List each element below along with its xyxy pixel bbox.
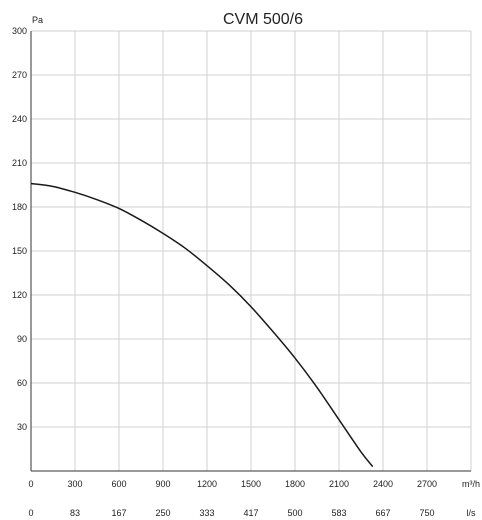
chart-title: CVM 500/6 [223,11,303,28]
axes [30,31,471,472]
y-tick-label: 60 [17,378,27,388]
y-tick-label: 120 [12,290,27,300]
x-tick-label: 600 [111,479,126,489]
x2-axis-label: l/s [467,508,477,518]
x-tick-label: 0 [28,479,33,489]
x-tick-label: 2400 [373,479,393,489]
x-tick-label: 1200 [197,479,217,489]
x-tick-label: 900 [155,479,170,489]
y-tick-label: 150 [12,246,27,256]
grid [31,30,472,471]
x-tick-label: 300 [67,479,82,489]
x2-tick-label: 0 [28,508,33,518]
x2-tick-label: 417 [243,508,258,518]
x2-tick-label: 583 [331,508,346,518]
x-tick-label: 1800 [285,479,305,489]
series [30,182,374,468]
x2-tick-label: 83 [70,508,80,518]
x2-tick-label: 500 [287,508,302,518]
x2-tick-label: 750 [419,508,434,518]
x2-tick-label: 250 [155,508,170,518]
x2-tick-label: 167 [111,508,126,518]
y-tick-label: 30 [17,422,27,432]
tick-labels: 30 60 90 120 150 180 210 240 270 300 0 0 300 83 600 167… [12,26,437,518]
y-tick-label: 300 [12,26,27,36]
y-axis-label: Pa [32,15,43,25]
y-tick-label: 240 [12,114,27,124]
x2-tick-label: 333 [199,508,214,518]
y-tick-label: 180 [12,202,27,212]
y-tick-label: 210 [12,158,27,168]
fan-curve-line [30,182,374,468]
y-tick-label: 270 [12,70,27,80]
x2-tick-label: 667 [375,508,390,518]
y-tick-label: 90 [17,334,27,344]
x-tick-label: 2700 [417,479,437,489]
x-tick-label: 1500 [241,479,261,489]
x-axis-label: m³/h [462,479,480,489]
x-tick-label: 2100 [329,479,349,489]
